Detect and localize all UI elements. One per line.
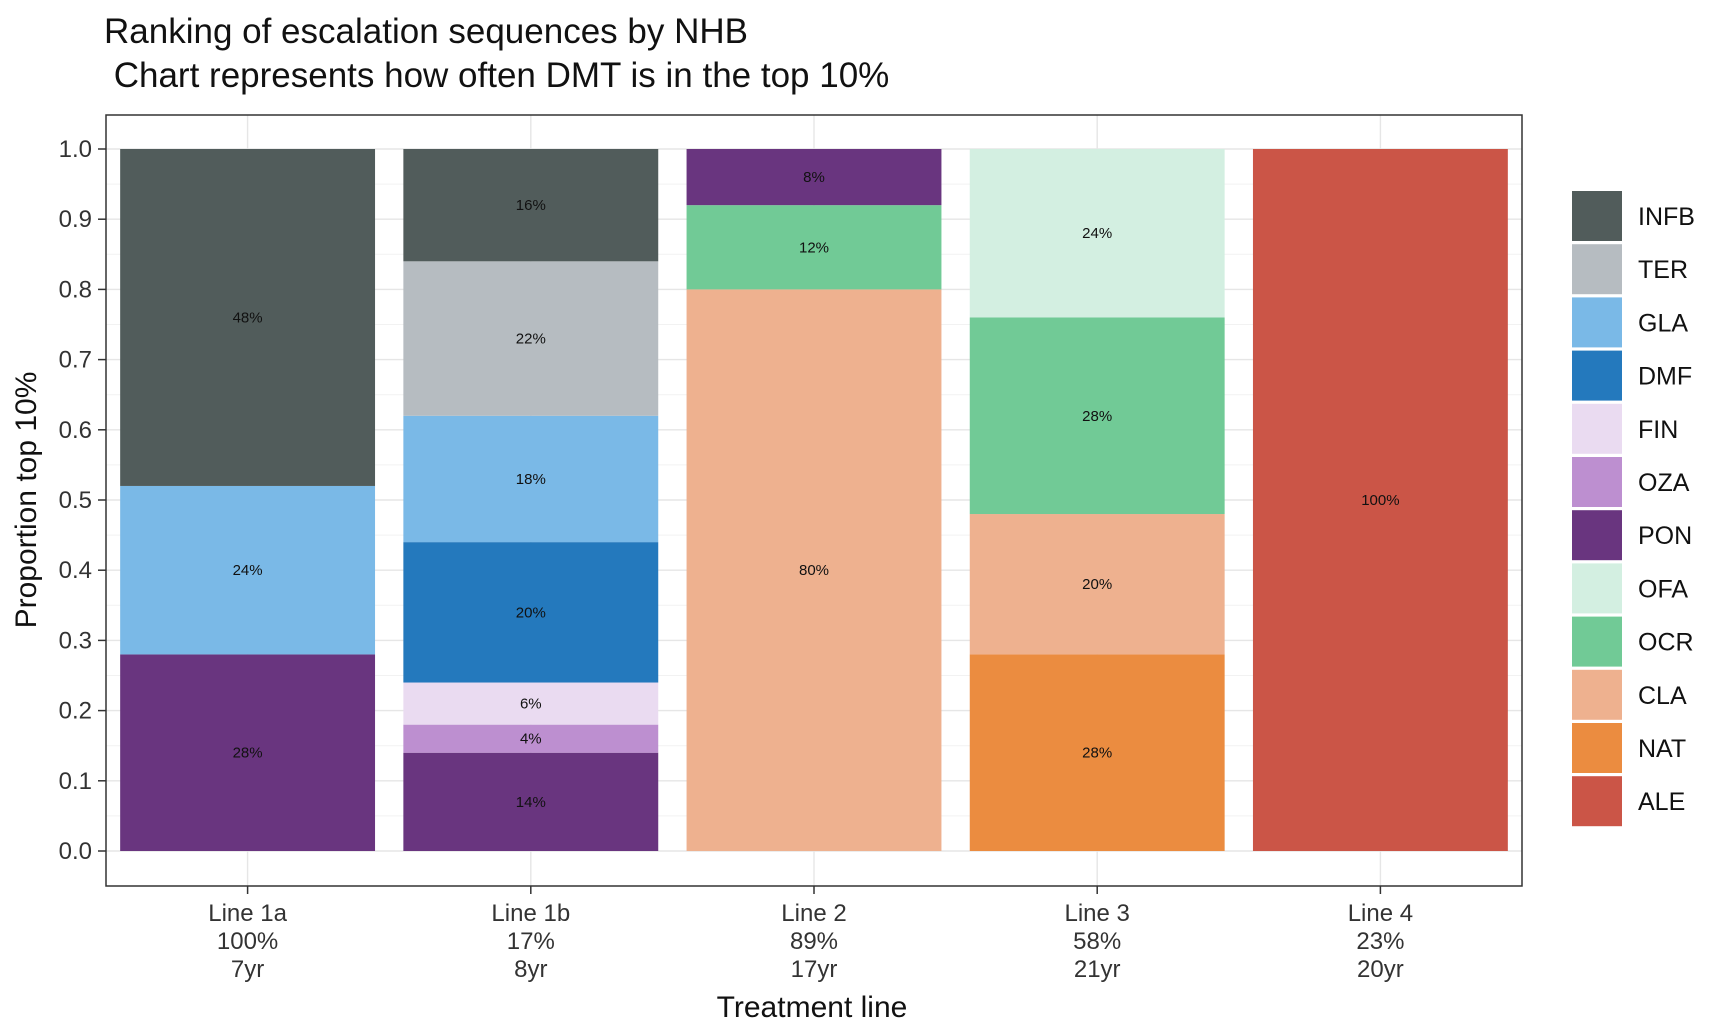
data-label: 14% [516,794,546,811]
legend-label: GLA [1638,309,1688,337]
x-tick-label: Line 4 [1348,900,1413,927]
legend-label: NAT [1638,735,1686,763]
bar-segment-pon [686,149,942,206]
y-tick-label: 0.7 [59,347,92,374]
chart-subtitle: Chart represents how often DMT is in the… [104,56,890,95]
data-label: 28% [233,745,263,762]
legend-key-ter [1572,244,1622,295]
bar-segment-gla [403,415,659,543]
y-tick-label: 0.6 [59,417,92,444]
data-label: 22% [516,331,546,348]
legend-key-ale [1572,776,1622,827]
legend-label: OFA [1638,575,1688,603]
legend-label: DMF [1638,363,1692,391]
bar-segment-ale [1252,149,1508,851]
legend-key-dmf [1572,350,1622,401]
data-label: 20% [1082,576,1112,593]
data-label: 24% [1082,225,1112,242]
bar-segment-fin [403,682,659,725]
data-label: 4% [520,731,542,748]
data-label: 24% [233,562,263,579]
x-tick-label: Line 2 [781,900,846,927]
legend-label: PON [1638,522,1692,550]
bar-segments [120,149,1508,851]
x-tick-label: 17% [507,928,555,955]
x-tick-label: 58% [1073,928,1121,955]
legend-key-oza [1572,457,1622,507]
legend-label: CLA [1638,682,1687,710]
chart-title: Ranking of escalation sequences by NHB [104,12,748,51]
y-tick-label: 0.8 [59,276,92,303]
x-tick-label: Line 1b [491,900,570,927]
x-tick-label: 20yr [1357,956,1404,983]
legend-key-nat [1572,723,1622,773]
y-tick-label: 0.9 [59,206,92,233]
bar-segment-ter [403,261,659,416]
x-axis-title: Treatment line [717,991,908,1024]
x-tick-label: 23% [1356,928,1404,955]
y-tick-label: 1.0 [59,136,92,163]
data-label: 18% [516,471,546,488]
data-label: 48% [233,309,263,326]
legend-key-fin [1572,403,1622,454]
legend-label: INFB [1638,203,1695,231]
y-tick-label: 0.0 [59,838,92,865]
bar-segment-pon [403,752,659,851]
data-label: 100% [1361,492,1399,509]
bar-segment-ocr [686,205,942,290]
bar-segment-pon [120,654,376,851]
data-label: 28% [1082,745,1112,762]
legend-key-cla [1572,669,1622,720]
bar-segment-ofa [969,149,1225,318]
y-axis: 0.0 0.1 0.2 0.3 0.4 0.5 0.6 0.7 0.8 0.9 1.0 [59,136,106,865]
data-label: 20% [516,604,546,621]
x-tick-label: 100% [217,928,278,955]
bar-segment-gla [120,485,376,655]
bar-segment-nat [969,654,1225,851]
x-tick-label: 7yr [231,956,264,983]
x-tick-label: 8yr [514,956,547,983]
legend-label: OZA [1638,469,1690,497]
data-label: 12% [799,239,829,256]
x-tick-label: 89% [790,928,838,955]
data-label: 16% [516,197,546,214]
x-tick-label: 21yr [1074,956,1121,983]
x-tick-label: 17yr [791,956,838,983]
bar-segment-oza [403,724,659,753]
legend-label: OCR [1638,629,1694,657]
bar-segment-infb [120,149,376,486]
legend-label: FIN [1638,416,1678,444]
y-tick-label: 0.5 [59,487,92,514]
y-tick-label: 0.3 [59,627,92,654]
data-label: 8% [803,169,825,186]
legend-key-ocr [1572,616,1622,667]
y-tick-label: 0.1 [59,768,92,795]
legend-key-gla [1572,297,1622,348]
data-label: 80% [799,562,829,579]
y-tick-label: 0.4 [59,557,92,584]
segment-labels: 28% 24% 48% 14% 4% 6% 20% 18% 22% 16% 80% 12% 8% 28% 2… [233,169,1400,811]
legend-label: ALE [1638,788,1685,816]
y-axis-title: Proportion top 10% [10,372,43,629]
legend: INFB TER GLA DMF FIN OZA PON OFA OCR CLA NAT ALE [1572,191,1695,827]
bar-segment-ocr [969,317,1225,515]
legend-label: TER [1638,256,1688,284]
data-label: 6% [520,696,542,713]
bar-segment-cla [969,514,1225,655]
x-tick-label: Line 1a [208,900,287,927]
y-tick-label: 0.2 [59,698,92,725]
x-tick-label: Line 3 [1065,900,1130,927]
bar-segment-infb [403,149,659,262]
legend-key-ofa [1572,563,1622,614]
legend-key-infb [1572,191,1622,241]
bar-segment-cla [686,289,942,851]
legend-key-pon [1572,510,1622,561]
data-label: 28% [1082,408,1112,425]
bar-segment-dmf [403,542,659,683]
